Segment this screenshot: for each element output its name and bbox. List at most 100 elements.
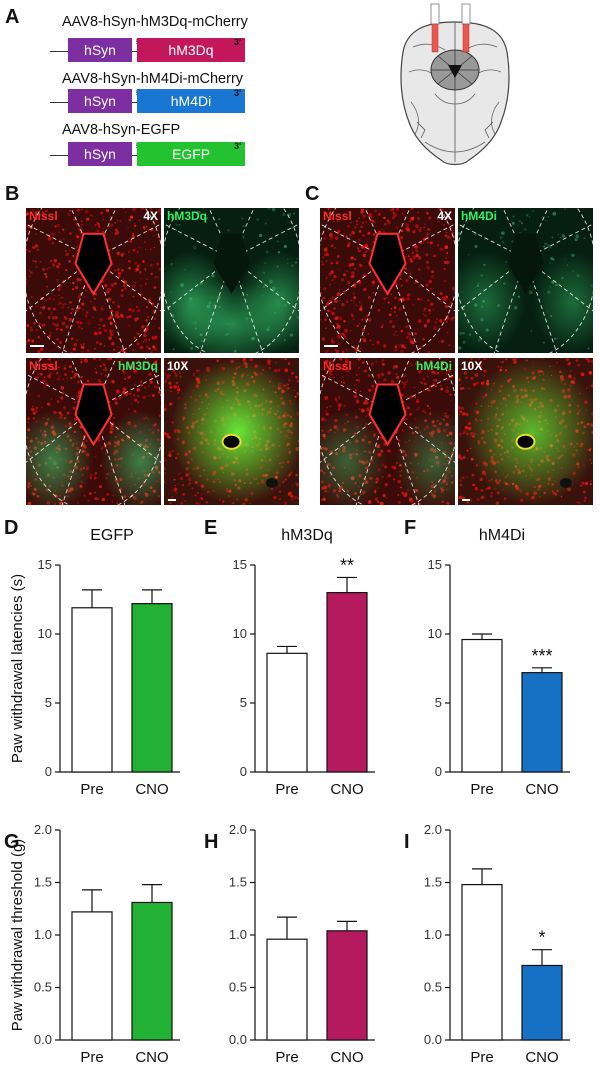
y-tick-label: 15 [233,557,247,572]
gene-box: hM4Di [137,89,245,113]
bar-pre [71,911,113,1041]
promoter-box: hSyn [68,38,132,62]
bar-pre [461,638,503,773]
category-label: Pre [275,1049,298,1066]
micrograph-merge: Nissl hM4Di [320,358,455,505]
bar-cno [326,591,368,773]
chart-title: hM3Dq [281,527,333,544]
y-tick-label: 1.0 [34,927,52,942]
y-tick-label: 10 [428,626,442,641]
micrograph-label: hM4Di [461,209,497,223]
y-tick-label: 1.5 [229,875,247,890]
bar-cno [131,603,173,773]
micrograph-label: Nissl [29,359,58,373]
category-label: CNO [135,781,168,798]
three-prime-label: 3' [234,37,242,47]
y-axis-label: Paw withdrawal threshold (g) [9,839,26,1032]
chart-title: EGFP [90,527,134,544]
bar-cno [521,672,563,773]
y-tick-label: 1.5 [424,875,442,890]
panel-letter: D [4,517,18,539]
chart-panel-h: H 0.0 0.5 1.0 1.5 2.0 Pre CNO [204,822,375,1066]
brain-section-schematic [400,3,510,166]
micrograph-image [458,358,593,505]
micrograph-green: hM4Di [458,208,593,353]
y-tick-label: 2.0 [34,822,52,837]
y-tick-label: 10 [38,626,52,641]
panel-letter-a: A [5,6,20,28]
category-label: Pre [275,781,298,798]
micrograph-image [26,358,161,505]
significance-marker: * [538,928,545,948]
panel-letter-c: C [305,183,320,205]
gene-box: EGFP [137,142,245,166]
category-label: Pre [80,1049,103,1066]
promoter-box: hSyn [68,142,132,166]
micrograph-image [458,208,593,353]
panel-letter: G [4,831,20,853]
y-tick-label: 0 [435,764,442,779]
gene-box: hM3Dq [137,38,245,62]
construct-name: AAV8-hSyn-hM4Di-mCherry [62,71,244,87]
panel-letter: E [204,517,217,539]
y-tick-label: 0 [45,764,52,779]
micrograph-image [164,358,299,505]
y-tick-label: 1.0 [229,927,247,942]
y-tick-label: 0.5 [229,980,247,995]
bar-cno [326,930,368,1041]
bar-pre [266,652,308,773]
chart-panel-d: D 0 5 10 15 Pre CNO EGFP Paw withdrawal latencie… [4,517,180,798]
category-label: Pre [80,781,103,798]
micrograph-image [164,208,299,353]
panel-letter-b: B [5,183,20,205]
micrograph-image [26,208,161,353]
category-label: CNO [330,781,363,798]
y-tick-label: 10 [233,626,247,641]
y-tick-label: 0.5 [34,980,52,995]
bar-charts: D 0 5 10 15 Pre CNO EGFP Paw withdrawal latencie… [4,517,570,1066]
micrograph-green: hM3Dq [164,208,299,353]
micrograph-merge: Nissl hM3Dq [26,358,161,505]
micrograph-label: 10X [461,359,483,373]
y-axis-label: Paw withdrawal latencies (s) [9,574,26,763]
panel-letter: H [204,831,218,853]
micrograph-image [320,358,455,505]
micrograph-label-secondary: 4X [143,209,158,223]
category-label: CNO [525,1049,558,1066]
chart-panel-f: F 0 5 10 15 Pre CNO *** hM4Di [404,517,570,798]
construct-name: AAV8-hSyn-hM3Dq-mCherry [62,14,248,30]
category-label: Pre [470,781,493,798]
y-tick-label: 2.0 [424,822,442,837]
y-tick-label: 15 [38,557,52,572]
significance-marker: *** [531,646,552,666]
bar-cno [521,964,563,1041]
promoter-box: hSyn [68,89,132,113]
micrograph-label-secondary: hM4Di [416,359,452,373]
three-prime-label: 3' [234,141,242,151]
bar-pre [266,938,308,1041]
micrograph-nissl: Nissl 4X [320,208,455,353]
category-label: CNO [135,1049,168,1066]
bar-cno [131,901,173,1041]
bar-pre [71,607,113,773]
panel-letter: I [404,831,410,853]
micrograph-label: Nissl [323,359,352,373]
y-tick-label: 5 [45,695,52,710]
micrograph-zoom: 10X [164,358,299,505]
y-tick-label: 2.0 [229,822,247,837]
chart-panel-g: G 0.0 0.5 1.0 1.5 2.0 Pre CNO Paw withdrawal thr… [4,822,180,1066]
micrograph-label: hM3Dq [167,209,207,223]
category-label: CNO [525,781,558,798]
y-tick-label: 1.0 [424,927,442,942]
micrograph-image [320,208,455,353]
y-tick-label: 0.0 [229,1032,247,1047]
significance-marker: ** [340,555,354,575]
micrograph-label: Nissl [29,209,58,223]
category-label: Pre [470,1049,493,1066]
y-tick-label: 15 [428,557,442,572]
bar-pre [461,884,503,1041]
construct-name: AAV8-hSyn-EGFP [62,122,181,138]
y-tick-label: 0.0 [424,1032,442,1047]
y-tick-label: 1.5 [34,875,52,890]
chart-title: hM4Di [479,527,525,544]
